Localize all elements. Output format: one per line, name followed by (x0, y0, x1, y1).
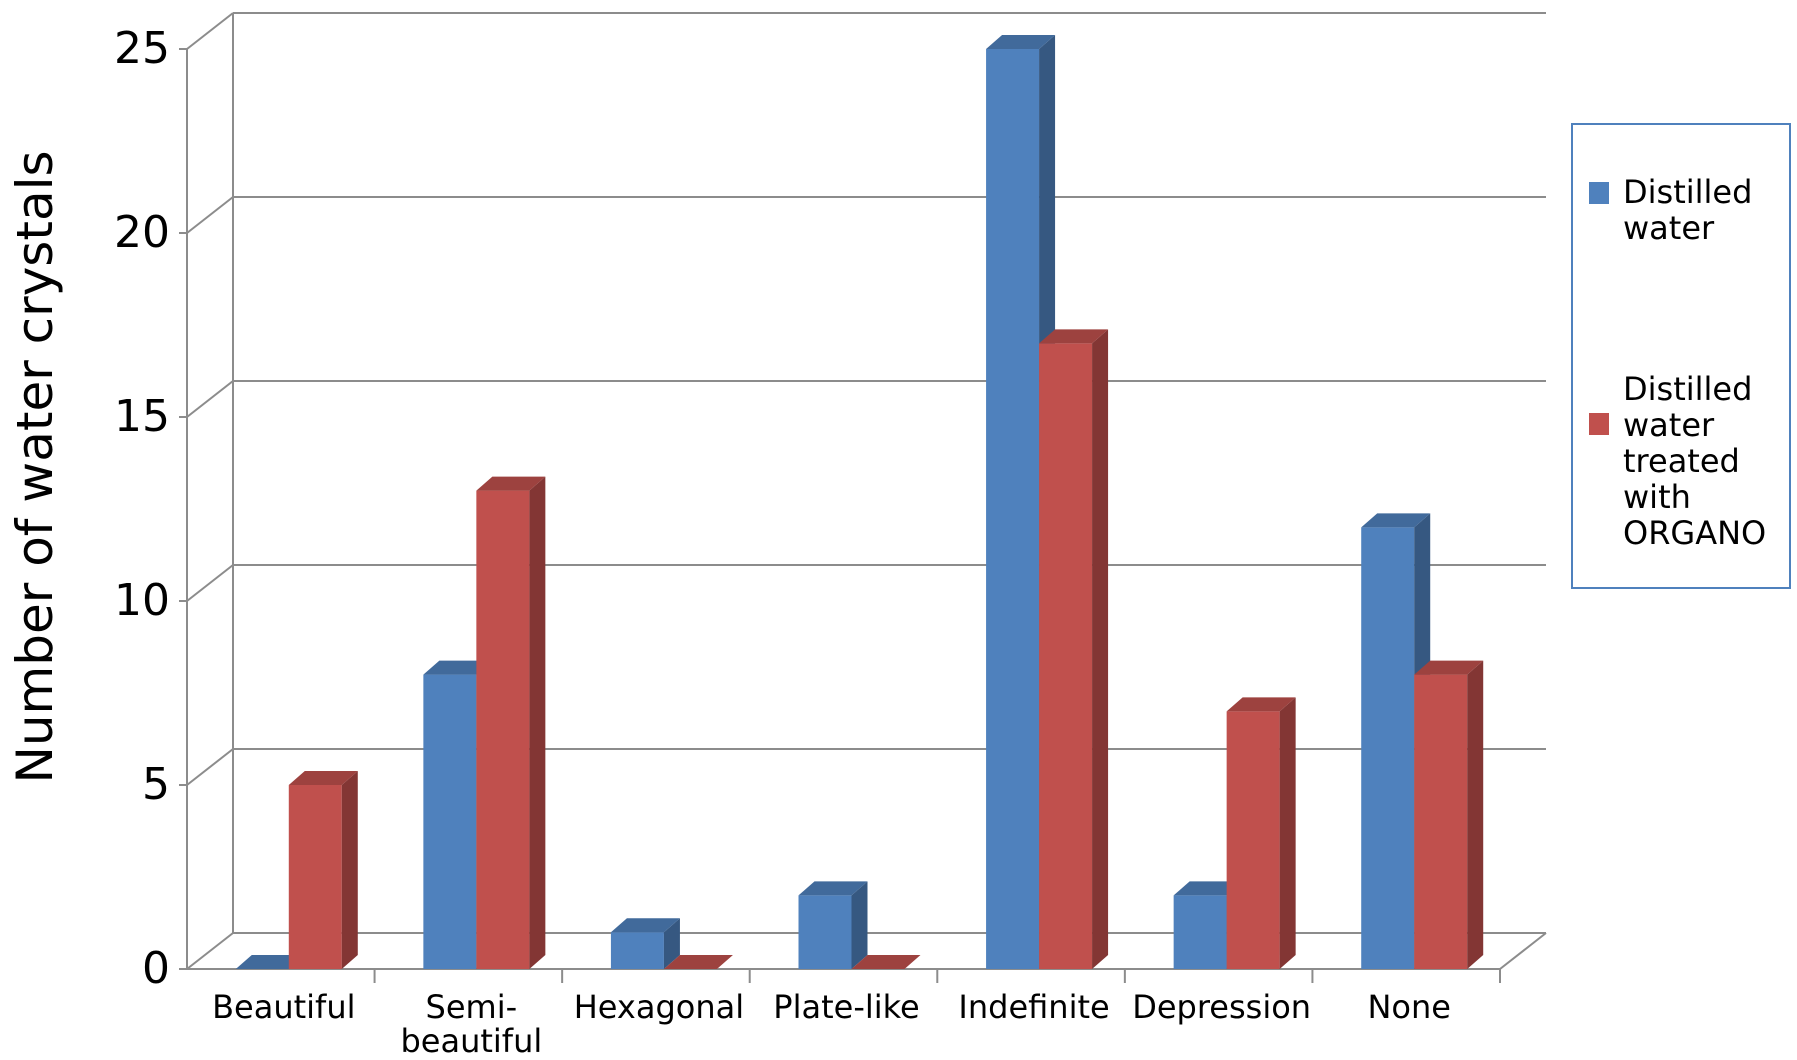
bar (1039, 329, 1109, 969)
gridline-depth (186, 380, 234, 418)
bar (663, 955, 733, 969)
gridline-depth (186, 748, 234, 786)
bar-top (476, 476, 546, 491)
legend-label: water (1623, 209, 1715, 247)
bar-top (288, 771, 358, 785)
bar-top (1173, 881, 1243, 896)
x-tick-label: None (1367, 988, 1450, 1026)
bar (476, 476, 546, 969)
legend-label: Distilled (1623, 370, 1752, 408)
bar-front (986, 49, 1040, 969)
legend-label: with (1623, 478, 1691, 516)
bar-top (610, 918, 680, 933)
bar (235, 955, 305, 969)
gridline-depth (186, 12, 234, 50)
bar-side (341, 771, 358, 969)
legend-swatch (1589, 182, 1609, 204)
bar-side (851, 881, 868, 969)
bar-side (1467, 660, 1484, 969)
bar (288, 771, 358, 969)
legend-swatch (1589, 413, 1609, 435)
bar-top (986, 35, 1056, 49)
y-tick-label: 0 (142, 943, 170, 994)
bar-side (529, 476, 546, 969)
bar-top (1414, 660, 1484, 675)
bar-front (476, 490, 530, 969)
x-tick-label: Semi- (426, 988, 518, 1026)
y-tick-label: 10 (114, 575, 170, 626)
bar-front (1361, 527, 1415, 969)
x-tick-label: beautiful (400, 1022, 542, 1060)
legend-label: water (1623, 406, 1715, 444)
bar-top (851, 955, 921, 969)
floor-right-edge (1499, 932, 1547, 970)
bar-front (288, 785, 342, 969)
grid-layer (179, 12, 1547, 983)
y-tick-label: 25 (114, 23, 170, 74)
bar-front (1414, 674, 1468, 969)
y-tick-label: 20 (114, 207, 170, 258)
labels-layer: 0 5 10 15 20 25 Number of water crystals Beauti… (6, 23, 1451, 1060)
legend: DistilledwaterDistilledwatertreatedwithO… (1571, 123, 1791, 589)
bar-front (1173, 895, 1227, 969)
bar (1414, 660, 1484, 969)
bar-top (235, 955, 305, 969)
gridline-depth (186, 196, 234, 234)
bar-top (798, 881, 868, 896)
bar-front (1226, 711, 1280, 969)
bar (798, 881, 868, 969)
bar-top (663, 955, 733, 969)
bar-top (423, 660, 493, 675)
bar-front (798, 895, 852, 969)
y-axis-label: Number of water crystals (6, 150, 64, 783)
bars-layer (235, 35, 1484, 969)
bar (851, 955, 921, 969)
x-tick-label: Indefinite (958, 988, 1109, 1026)
bar (610, 918, 680, 969)
bar-side (1279, 697, 1296, 969)
y-tick-label: 15 (114, 391, 170, 442)
bar-front (423, 674, 477, 969)
bar-side (1092, 329, 1109, 969)
legend-label: ORGANO (1623, 514, 1766, 552)
x-tick-label: Beautiful (212, 988, 355, 1026)
bar (1226, 697, 1296, 969)
y-tick-label: 5 (142, 759, 170, 810)
x-tick-label: Plate-like (773, 988, 919, 1026)
gridline-depth (186, 932, 234, 970)
bar-top (1226, 697, 1296, 712)
bar-front (1039, 343, 1093, 969)
x-tick-label: Hexagonal (574, 988, 744, 1026)
legend-label: Distilled (1623, 173, 1752, 211)
bar-top (1361, 513, 1431, 528)
bar-front (610, 932, 664, 969)
gridline-depth (186, 564, 234, 602)
bar-side (663, 918, 680, 969)
bar-top (1039, 329, 1109, 344)
x-tick-label: Depression (1132, 988, 1311, 1026)
legend-label: treated (1623, 442, 1740, 480)
